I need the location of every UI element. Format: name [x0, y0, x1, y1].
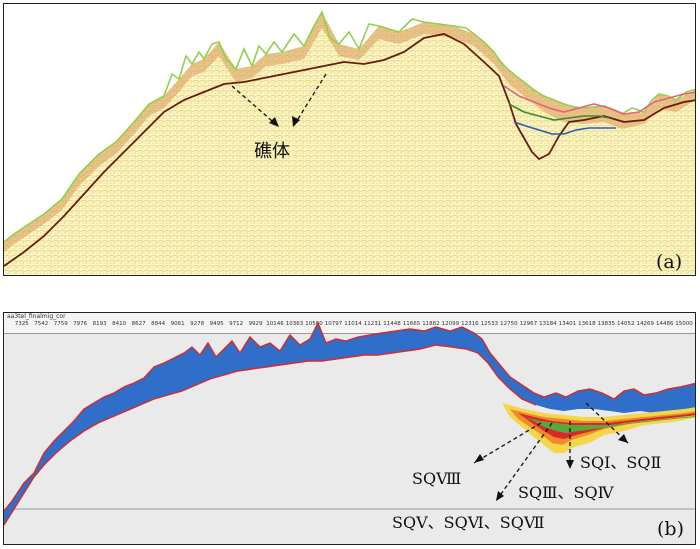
ruler-tick: 8410 [112, 321, 127, 327]
ruler-ticks: 7325 7542 7759 7976 8193 8410 8627 8844 9061 9278… [4, 321, 695, 333]
green-inner-horizon [508, 103, 610, 121]
arrow-left [231, 85, 280, 128]
ruler-tick: 13401 [558, 321, 577, 327]
arrow-right-head [292, 116, 300, 127]
ruler-tick: 8193 [92, 321, 107, 327]
ruler-tick: 14486 [656, 321, 674, 327]
seismic-section-canvas [4, 4, 695, 275]
ruler-tick: 7325 [14, 321, 29, 327]
label-sq12: SQⅠ、SQⅡ [580, 453, 662, 472]
arrow-sq567-head [496, 491, 504, 501]
sequence-fill-green [524, 416, 695, 433]
ruler-tick: 15000 [675, 321, 693, 327]
reef-bottom-outline [4, 344, 537, 526]
ruler-tick: 8627 [131, 321, 146, 327]
ruler-tick: 10580 [305, 321, 323, 327]
ruler-tick: 9495 [209, 321, 224, 327]
ruler-tick: 11231 [363, 321, 382, 327]
ruler-tick: 10797 [324, 321, 343, 327]
ruler-tick: 13184 [539, 321, 557, 327]
reef-label: 礁体 [254, 141, 290, 162]
ruler-tick: 14052 [617, 321, 635, 327]
ruler-tick: 7976 [73, 321, 88, 327]
reef-top-outline [4, 321, 695, 512]
ruler-tick: 11014 [344, 321, 362, 327]
ruler-tick: 7542 [34, 321, 49, 327]
sequence-canvas [4, 321, 695, 526]
ruler-title: aa3tel_finalmig_cor [7, 313, 66, 320]
arrow-right [292, 73, 327, 128]
green-horizon [4, 9, 695, 243]
panel-b-label: (b) [657, 518, 684, 540]
ruler-tick: 11448 [383, 321, 401, 327]
ruler-tick: 13835 [597, 321, 616, 327]
ruler-tick: 14269 [636, 321, 655, 327]
ruler-tick: 8844 [151, 321, 166, 327]
sequence-section-panel-b: aa3tel_finalmig_cor 7325 7542 7759 7976 8193… [3, 312, 696, 545]
ruler-tick: 9929 [248, 321, 263, 327]
label-sq567: SQⅤ、SQⅥ、SQⅦ [392, 513, 545, 532]
arrow-sq12-head [618, 434, 628, 443]
ruler-tick: 10363 [285, 321, 304, 327]
ruler-tick: 12750 [500, 321, 518, 327]
ruler-tick: 13618 [578, 321, 596, 327]
label-sq34: SQⅢ、SQⅣ [518, 483, 614, 502]
arrow-sq8-head [474, 454, 484, 463]
arrow-sq567 [495, 422, 553, 502]
ruler-tick: 7759 [53, 321, 68, 327]
ruler-tick: 12316 [461, 321, 479, 327]
ruler-tick: 10146 [266, 321, 284, 327]
blue-horizon [513, 121, 616, 135]
ruler-tick: 11882 [422, 321, 440, 327]
ruler-tick: 9061 [170, 321, 185, 327]
trace-ruler: aa3tel_finalmig_cor 7325 7542 7759 7976 8193… [4, 313, 695, 334]
brown-horizon [4, 33, 695, 267]
arrow-sq12 [585, 402, 629, 444]
ruler-tick: 12099 [441, 321, 460, 327]
label-sq8: SQⅧ [412, 469, 462, 488]
ruler-tick: 12533 [480, 321, 499, 327]
reef-body [4, 323, 695, 525]
arrow-sq34-head [566, 460, 574, 469]
arrow-left-head [269, 117, 279, 127]
ruler-tick: 9712 [229, 321, 244, 327]
ruler-tick: 9278 [190, 321, 205, 327]
panel-a-label: (a) [656, 251, 683, 273]
ruler-tick: 11665 [402, 321, 421, 327]
ruler-tick: 12967 [519, 321, 538, 327]
pink-horizon [503, 85, 695, 115]
arrow-sq8 [473, 422, 542, 464]
sky-area [4, 4, 695, 242]
seismic-section-panel-a: 礁体 (a) [3, 3, 696, 276]
